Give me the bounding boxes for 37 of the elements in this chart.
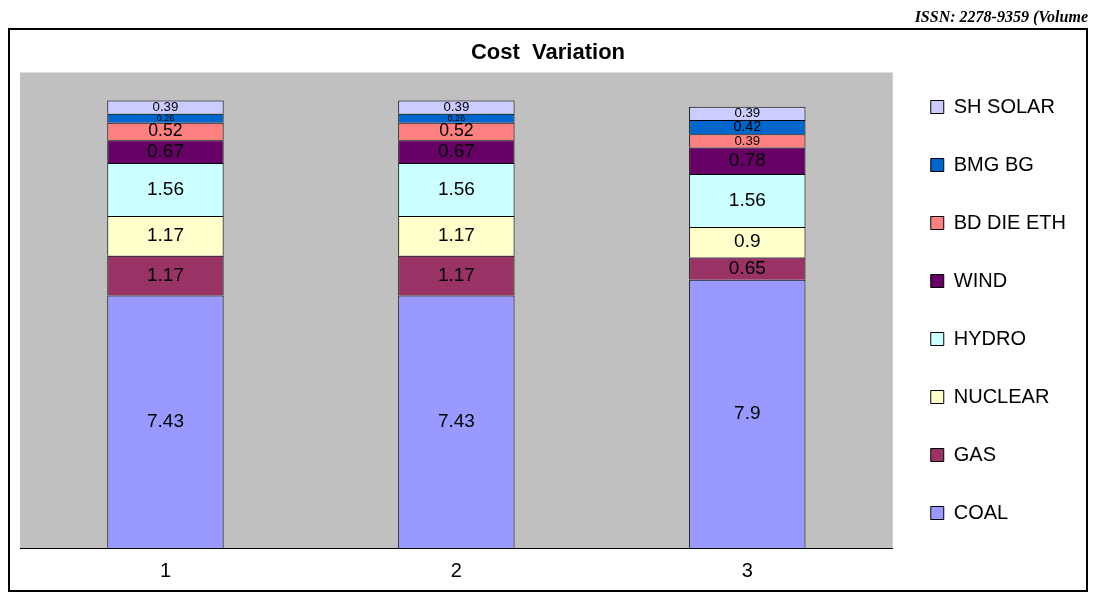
data-label: 0.39 (734, 104, 761, 120)
legend-label: BD DIE ETH (953, 210, 1067, 233)
data-label: 0.67 (437, 139, 475, 161)
data-label: 0.26 (447, 112, 466, 123)
legend-label: COAL (953, 500, 1009, 523)
x-tick-label: 3 (741, 558, 753, 581)
data-label: 0.65 (728, 256, 766, 278)
data-label: 0.9 (734, 230, 761, 252)
data-label: 0.67 (146, 139, 184, 161)
text: ISSN: 2278-9359 (Volume (913, 8, 1088, 28)
legend-label: BMG BG (953, 152, 1034, 175)
data-label: 0.26 (156, 112, 175, 123)
data-label: 7.43 (146, 410, 184, 432)
data-label: 7.43 (437, 410, 475, 432)
data-label: 1.17 (146, 263, 184, 285)
data-label: 1.56 (437, 177, 475, 199)
data-label: 0.42 (733, 118, 762, 135)
legend-label: NUCLEAR (953, 384, 1050, 407)
data-label: 0.39 (152, 98, 179, 114)
data-label: 0.52 (148, 120, 183, 141)
data-label: 1.56 (728, 188, 766, 210)
data-label: 1.17 (437, 263, 475, 285)
legend-label: WIND (953, 268, 1008, 291)
chart-title: Cost Variation (470, 39, 626, 65)
legend-label: HYDRO (953, 326, 1026, 349)
legend-label: SH SOLAR (953, 94, 1055, 117)
data-label: 0.52 (439, 120, 474, 141)
data-label: 7.9 (734, 402, 761, 424)
data-label: 1.17 (146, 224, 184, 246)
data-label: 1.17 (437, 224, 475, 246)
data-label: 0.78 (728, 148, 766, 170)
x-tick-label: 2 (450, 558, 462, 581)
data-label: 0.39 (734, 132, 761, 148)
x-tick-label: 1 (159, 558, 172, 581)
data-label: 0.39 (443, 98, 470, 114)
data-label: 1.56 (146, 177, 184, 199)
legend-label: GAS (953, 442, 997, 465)
